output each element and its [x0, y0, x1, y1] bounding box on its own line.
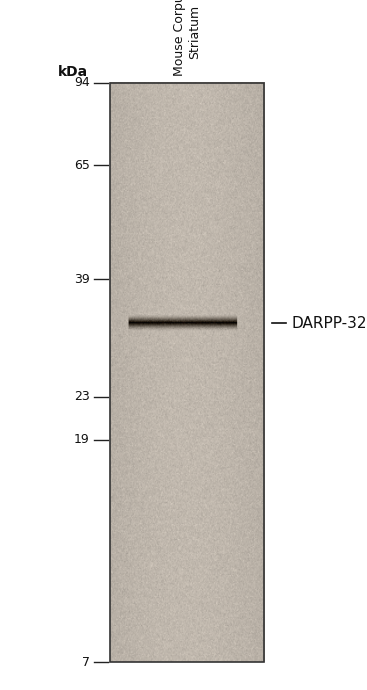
Text: DARPP-32: DARPP-32 [292, 316, 367, 331]
Text: Mouse Corpus
Striatum: Mouse Corpus Striatum [173, 0, 201, 76]
Text: 94: 94 [74, 77, 90, 89]
Text: 19: 19 [74, 433, 90, 446]
Bar [110, 83, 264, 662]
Text: 7: 7 [82, 656, 90, 669]
Text: kDa: kDa [58, 66, 88, 79]
Text: 65: 65 [74, 159, 90, 172]
Text: 39: 39 [74, 273, 90, 286]
Text: 23: 23 [74, 391, 90, 404]
